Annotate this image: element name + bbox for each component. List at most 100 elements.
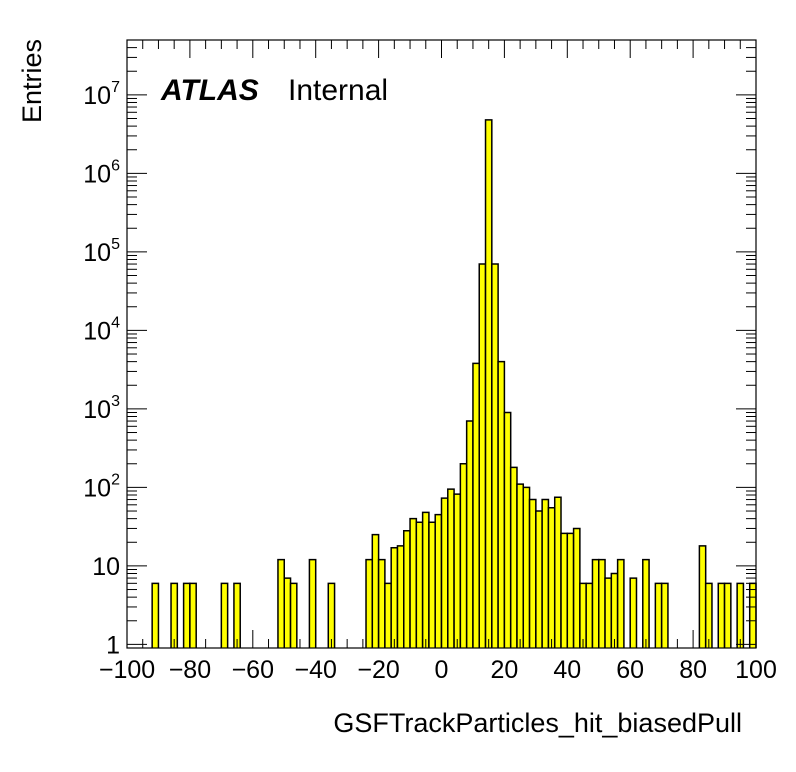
histogram-bin (277, 559, 285, 648)
y-tick-label: 106 (83, 157, 120, 188)
histogram-bin (435, 514, 442, 648)
histogram-bin (542, 499, 549, 648)
x-tick-label: 20 (490, 656, 518, 684)
atlas-label: ATLAS (160, 74, 259, 107)
histogram-bin-outline (723, 582, 732, 648)
histogram-bin (378, 559, 385, 648)
x-axis-ticks: −100 −80 −60 −40 −20 0 20 40 60 80 100 (99, 40, 777, 684)
histogram-bin (466, 421, 473, 648)
histogram-bin (630, 578, 637, 648)
histogram-bin-outline (308, 558, 317, 648)
histogram-bin (372, 534, 379, 648)
y-tick-label: 103 (83, 393, 120, 424)
histogram-bin (441, 498, 448, 648)
histogram-bin (655, 583, 662, 648)
histogram-bin (661, 583, 668, 648)
histogram-bin (554, 497, 562, 648)
histogram-bin (221, 583, 228, 648)
y-axis-ticks: 1 10 102 103 104 105 106 107 (83, 39, 756, 659)
x-tick-label: −80 (169, 656, 211, 684)
histogram-bin (579, 583, 587, 648)
histogram-bin (328, 583, 335, 648)
histogram-bin (410, 518, 417, 648)
histogram-bars (151, 119, 757, 648)
histogram-bin (611, 573, 618, 648)
histogram-bin (366, 559, 373, 648)
histogram-bin-outline (642, 558, 650, 648)
y-tick-label: 102 (83, 471, 120, 502)
histogram-bin (504, 412, 511, 648)
histogram-bin (479, 264, 486, 648)
x-tick-label: 60 (616, 656, 644, 684)
histogram-bin-outline (151, 582, 160, 648)
histogram-bin (290, 583, 297, 648)
histogram-bin (447, 489, 455, 648)
histogram-bin (598, 559, 606, 648)
y-tick-label: 10 (92, 553, 120, 581)
histogram-bin (391, 547, 398, 648)
histogram-bin (403, 530, 411, 648)
histogram-bin (567, 533, 574, 648)
histogram-bin (428, 522, 436, 648)
histogram-bin (498, 361, 505, 648)
histogram-bin (397, 545, 404, 648)
histogram-bin (472, 363, 480, 648)
histogram-bin-outline (327, 582, 336, 648)
histogram-bin-outline (170, 582, 179, 648)
histogram-bin-outline (704, 582, 713, 648)
x-tick-label: 40 (553, 656, 581, 684)
x-tick-label: −40 (294, 656, 336, 684)
histogram-bin (573, 528, 580, 648)
histogram-bin (749, 583, 756, 648)
histogram-bin-outline (233, 582, 241, 648)
histogram-bin (561, 533, 568, 648)
x-axis-title: GSFTrackParticles_hit_biasedPull (333, 708, 742, 738)
histogram-bin (523, 487, 530, 648)
histogram-bin (485, 119, 492, 648)
histogram-bin (617, 559, 624, 648)
histogram-bin (529, 499, 536, 648)
histogram-bin-outline (629, 577, 638, 648)
histogram-bin-outline (189, 582, 197, 648)
histogram-bin (422, 512, 429, 648)
x-tick-label: 100 (735, 656, 777, 684)
x-tick-label: −100 (99, 656, 155, 684)
histogram-bin-outline (220, 582, 229, 648)
histogram-bin-outline (660, 582, 669, 648)
histogram-bin (642, 559, 650, 648)
histogram-bin (705, 583, 712, 648)
histogram-bin (152, 583, 159, 648)
histogram-bin (535, 511, 543, 648)
x-tick-label: 80 (679, 656, 707, 684)
histogram-bin (189, 583, 197, 648)
histogram-bin (510, 467, 517, 648)
y-tick-label: 105 (83, 236, 120, 267)
internal-label: Internal (288, 74, 388, 107)
histogram-bin (416, 522, 423, 648)
histogram-bin (586, 583, 593, 648)
histogram-bin (592, 559, 599, 648)
histogram-bin-outline (616, 558, 625, 648)
histogram-bin (171, 583, 178, 648)
histogram-bin (699, 545, 706, 648)
histogram-bin-outline (289, 582, 298, 648)
histogram-bin (718, 583, 725, 648)
histogram-bin (516, 484, 524, 648)
histogram-bin (384, 583, 392, 648)
histogram-bin (491, 264, 499, 648)
histogram-bin-outline (736, 582, 745, 648)
y-tick-label: 107 (83, 79, 120, 110)
histogram-bin (454, 494, 461, 648)
histogram-bin (724, 583, 731, 648)
x-tick-label: 0 (435, 656, 449, 684)
y-axis-title: Entries (17, 39, 47, 123)
histogram-bin (548, 507, 555, 648)
y-tick-label: 1 (106, 631, 120, 659)
histogram-bin (309, 559, 316, 648)
histogram-bin (605, 578, 612, 648)
histogram-bin (183, 583, 190, 648)
histogram-bin (233, 583, 241, 648)
histogram-bin (460, 463, 467, 648)
x-tick-label: −20 (357, 656, 399, 684)
